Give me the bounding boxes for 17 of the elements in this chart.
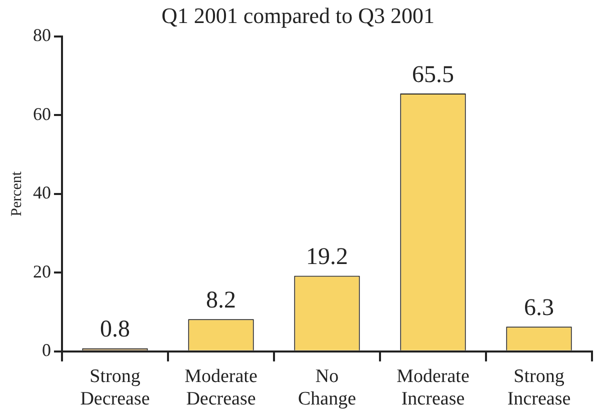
y-tick-label: 20 <box>33 261 51 282</box>
y-axis-title: Percent <box>8 170 25 216</box>
x-tick-label: Moderate Decrease <box>184 366 258 410</box>
data-label: 65.5 <box>412 62 454 88</box>
x-tick-label: Strong Decrease <box>80 366 150 410</box>
data-label: 19.2 <box>306 244 348 270</box>
y-tick-label: 80 <box>33 25 51 46</box>
x-tick-label: No Change <box>298 366 356 410</box>
chart-title: Q1 2001 compared to Q3 2001 <box>161 2 435 28</box>
y-tick-label: 60 <box>33 104 51 124</box>
data-label: 0.8 <box>100 316 130 343</box>
data-label: 6.3 <box>524 294 554 321</box>
x-tick-label: Strong Increase <box>507 366 571 410</box>
y-tick-label: 0 <box>42 340 51 360</box>
y-tick-label: 40 <box>33 182 51 203</box>
data-label: 8.2 <box>206 287 236 314</box>
x-tick-label: Moderate Increase <box>396 366 470 410</box>
